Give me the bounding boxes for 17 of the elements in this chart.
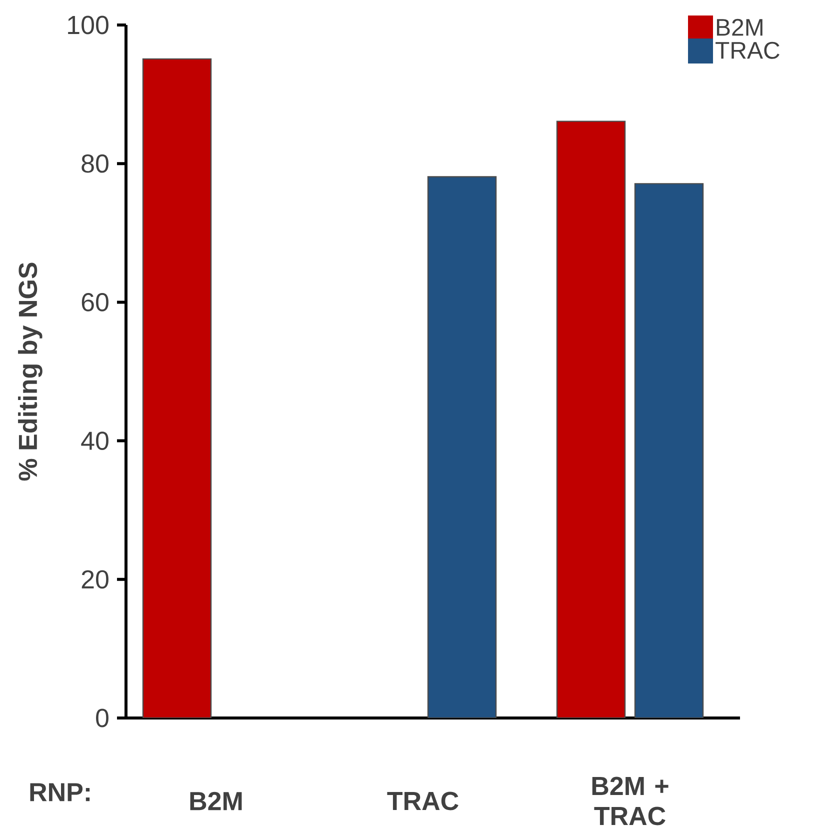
legend-label: B2M bbox=[716, 18, 762, 36]
y-tick-label: 20 bbox=[82, 570, 108, 589]
y-tick-label: 0 bbox=[96, 708, 108, 728]
x-axis-title: RNP: bbox=[30, 783, 90, 802]
legend-label: TRAC bbox=[716, 42, 780, 59]
bar bbox=[556, 120, 626, 718]
y-tick-label: 40 bbox=[81, 432, 108, 450]
y-tick-label: 80 bbox=[82, 154, 108, 173]
bar bbox=[427, 176, 497, 718]
x-tick-label: B2M bbox=[190, 792, 242, 810]
x-tick-label: B2M + TRAC bbox=[592, 776, 668, 826]
bar bbox=[142, 58, 212, 718]
y-tick-label: 60 bbox=[82, 292, 108, 312]
bar bbox=[634, 183, 704, 718]
y-tick-label: 100 bbox=[68, 16, 108, 34]
y-axis-title: % Editing by NGS bbox=[18, 262, 42, 481]
x-tick-label: TRAC bbox=[387, 792, 458, 810]
